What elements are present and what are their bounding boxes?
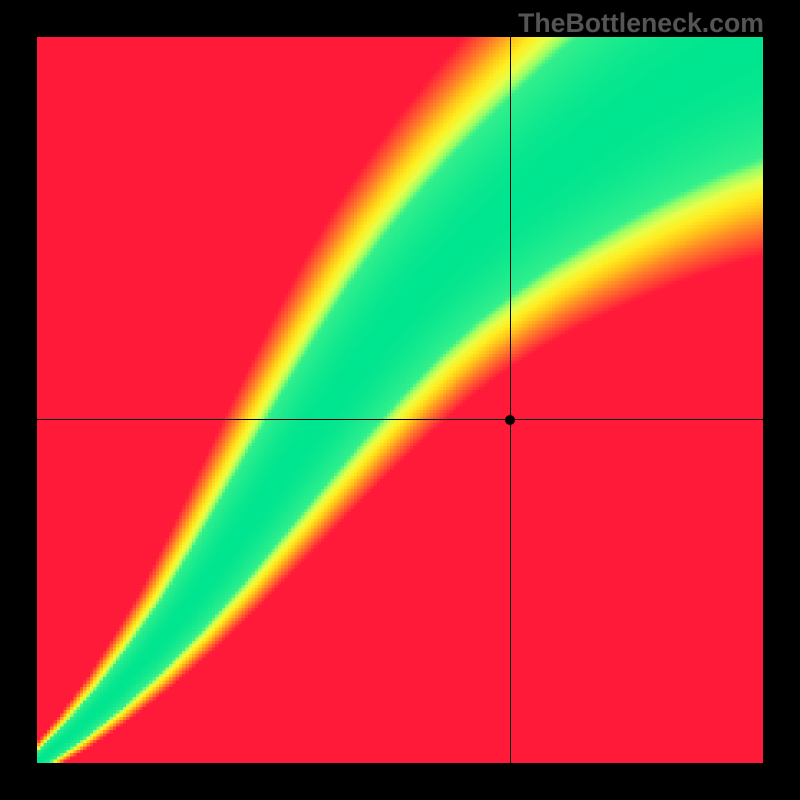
heatmap-canvas — [37, 37, 763, 763]
bottleneck-heatmap — [37, 37, 763, 763]
crosshair-dot — [505, 415, 515, 425]
crosshair-vertical — [510, 37, 511, 763]
watermark-text: TheBottleneck.com — [518, 8, 764, 39]
crosshair-horizontal — [37, 419, 763, 420]
